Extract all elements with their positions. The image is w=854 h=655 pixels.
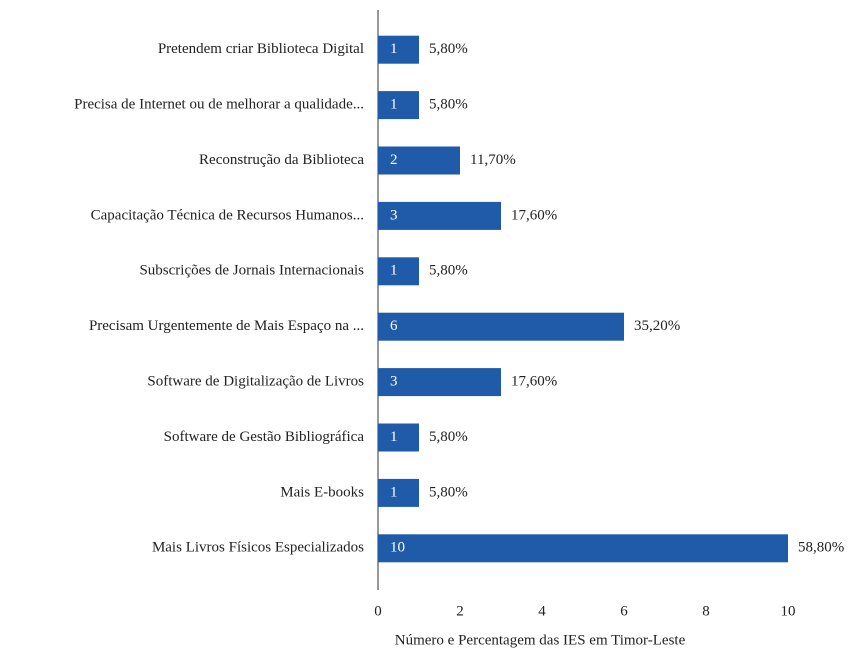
y-tick-label: Mais E-books bbox=[280, 484, 364, 500]
bar bbox=[378, 146, 460, 175]
y-tick-label: Pretendem criar Biblioteca Digital bbox=[158, 41, 364, 57]
y-tick-label: Reconstrução da Biblioteca bbox=[199, 152, 364, 168]
percentage-label: 17,60% bbox=[511, 374, 557, 390]
bar-value-label: 1 bbox=[390, 97, 398, 113]
bar-value-label: 2 bbox=[390, 152, 398, 168]
bar-value-label: 10 bbox=[390, 540, 405, 556]
bar bbox=[378, 534, 788, 563]
bar-value-label: 1 bbox=[390, 263, 398, 279]
y-tick-label: Subscrições de Jornais Internacionais bbox=[139, 263, 364, 279]
x-tick-label: 6 bbox=[620, 603, 628, 619]
percentage-label: 5,80% bbox=[429, 97, 468, 113]
x-tick-label: 10 bbox=[781, 603, 796, 619]
percentage-label: 35,20% bbox=[634, 318, 680, 334]
x-axis-label: Número e Percentagem das IES em Timor-Le… bbox=[395, 632, 686, 648]
y-tick-label: Capacitação Técnica de Recursos Humanos.… bbox=[91, 207, 364, 223]
bar bbox=[378, 423, 419, 452]
y-tick-label: Precisa de Internet ou de melhorar a qua… bbox=[74, 97, 364, 113]
bar-value-label: 6 bbox=[390, 318, 398, 334]
bar bbox=[378, 91, 419, 120]
percentage-label: 11,70% bbox=[470, 152, 516, 168]
percentage-label: 17,60% bbox=[511, 207, 557, 223]
bar-value-label: 1 bbox=[390, 429, 398, 445]
bar bbox=[378, 35, 419, 64]
x-tick-label: 2 bbox=[456, 603, 464, 619]
bar bbox=[378, 312, 624, 341]
y-tick-label: Precisam Urgentemente de Mais Espaço na … bbox=[89, 318, 364, 334]
bar-value-label: 3 bbox=[390, 207, 398, 223]
bar bbox=[378, 201, 501, 230]
percentage-label: 5,80% bbox=[429, 263, 468, 279]
percentage-label: 58,80% bbox=[798, 540, 844, 556]
x-tick-label: 4 bbox=[538, 603, 546, 619]
percentage-label: 5,80% bbox=[429, 41, 468, 57]
bar bbox=[378, 478, 419, 507]
y-tick-label: Mais Livros Físicos Especializados bbox=[152, 540, 364, 556]
bar-value-label: 1 bbox=[390, 41, 398, 57]
bar-value-label: 3 bbox=[390, 374, 398, 390]
y-tick-label: Software de Digitalização de Livros bbox=[147, 374, 364, 390]
bar bbox=[378, 368, 501, 397]
percentage-label: 5,80% bbox=[429, 429, 468, 445]
x-tick-label: 8 bbox=[702, 603, 710, 619]
x-tick-label: 0 bbox=[374, 603, 382, 619]
bar-value-label: 1 bbox=[390, 484, 398, 500]
bar bbox=[378, 257, 419, 286]
percentage-label: 5,80% bbox=[429, 484, 468, 500]
y-tick-label: Software de Gestão Bibliográfica bbox=[164, 429, 365, 445]
